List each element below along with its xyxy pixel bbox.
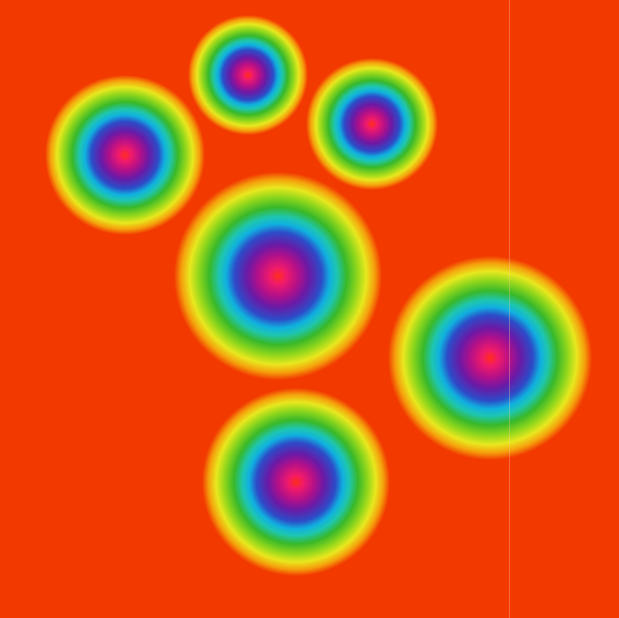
blob-2 [45,75,205,235]
blob-6 [202,388,390,576]
blob-3 [306,58,438,190]
blob-5 [388,256,592,460]
blob-4 [174,172,382,380]
blob-1 [188,15,308,135]
vertical-seam-line [509,0,510,618]
